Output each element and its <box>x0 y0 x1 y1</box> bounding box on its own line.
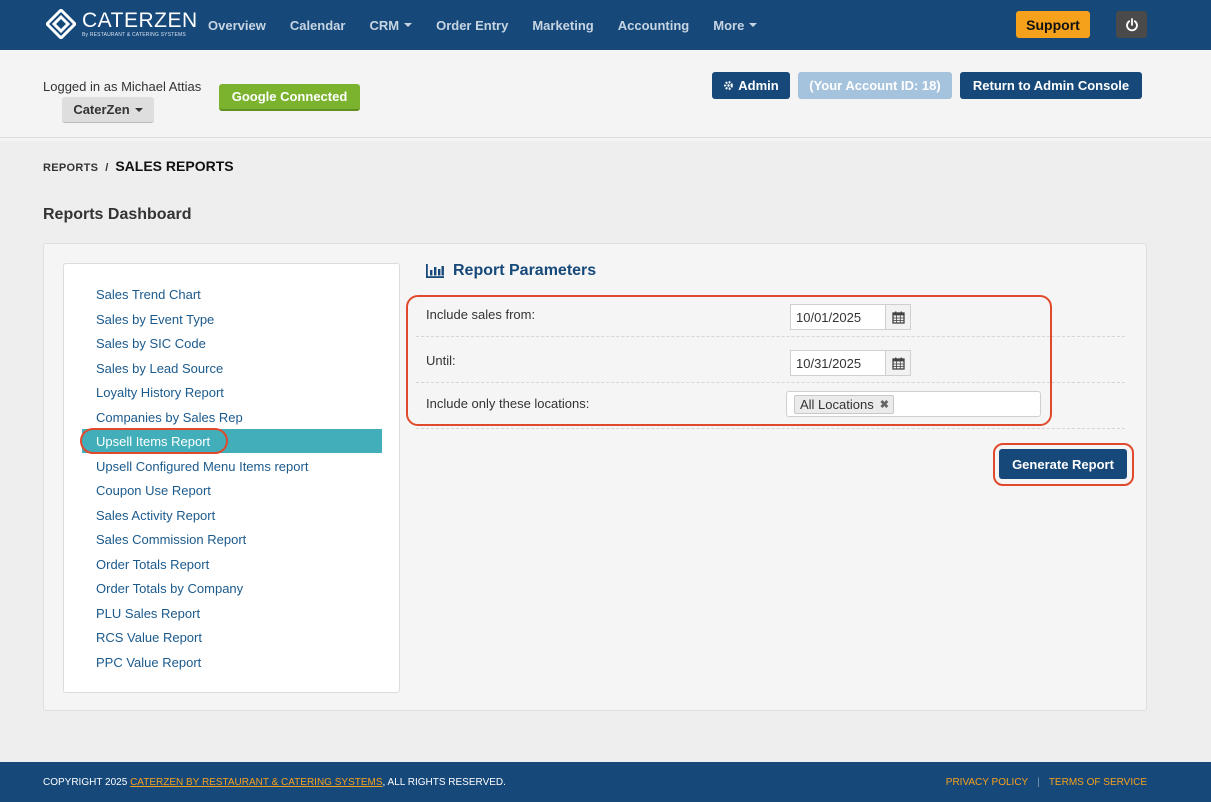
nav-marketing[interactable]: Marketing <box>532 17 594 33</box>
footer: COPYRIGHT 2025 CATERZEN BY RESTAURANT & … <box>0 762 1211 802</box>
breadcrumb-separator: / <box>105 162 109 174</box>
until-date-label: Until: <box>426 353 456 368</box>
report-item-order-totals-by-company[interactable]: Order Totals by Company <box>96 580 244 596</box>
nav-overview[interactable]: Overview <box>208 17 266 33</box>
report-item-companies-by-sales-rep[interactable]: Companies by Sales Rep <box>96 409 243 425</box>
locations-label: Include only these locations: <box>426 396 590 411</box>
from-calendar-button[interactable] <box>886 304 911 330</box>
return-admin-console-button[interactable]: Return to Admin Console <box>960 72 1142 99</box>
admin-button[interactable]: Admin <box>712 72 790 99</box>
breadcrumb: REPORTS / SALES REPORTS <box>43 158 234 174</box>
from-date-picker: 10/01/2025 <box>790 304 911 330</box>
nav-order-entry[interactable]: Order Entry <box>436 17 509 33</box>
breadcrumb-current: SALES REPORTS <box>115 158 234 174</box>
chevron-down-icon <box>749 23 758 27</box>
caterzen-logo[interactable]: CATERZEN By RESTAURANT & CATERING SYSTEM… <box>44 7 198 41</box>
report-item-ppc-value[interactable]: PPC Value Report <box>96 654 202 670</box>
support-button[interactable]: Support <box>1016 11 1090 38</box>
highlight-ring <box>80 428 228 454</box>
report-item-rcs-value[interactable]: RCS Value Report <box>96 629 202 645</box>
logo-diamond-icon <box>44 7 78 41</box>
from-date-label: Include sales from: <box>426 307 536 322</box>
nav-crm[interactable]: CRM <box>357 18 424 33</box>
nav-accounting[interactable]: Accounting <box>617 17 690 33</box>
footer-divider: | <box>1037 777 1040 788</box>
remove-tag-icon[interactable]: ✖ <box>879 399 889 411</box>
company-link[interactable]: CATERZEN BY RESTAURANT & CATERING SYSTEM… <box>130 777 383 788</box>
report-item-plu-sales[interactable]: PLU Sales Report <box>96 605 201 621</box>
copyright-text: COPYRIGHT 2025 CATERZEN BY RESTAURANT & … <box>43 777 506 788</box>
account-header: Logged in as Michael Attias CaterZen Goo… <box>0 50 1211 141</box>
report-item-coupon-use[interactable]: Coupon Use Report <box>96 482 211 498</box>
calendar-icon <box>891 311 905 324</box>
page-title: Reports Dashboard <box>43 206 192 223</box>
report-item-sales-by-sic-code[interactable]: Sales by SIC Code <box>96 335 206 351</box>
report-item-sales-commission[interactable]: Sales Commission Report <box>96 531 247 547</box>
report-item-sales-by-lead-source[interactable]: Sales by Lead Source <box>96 360 224 376</box>
main-nav: Overview Calendar CRM Order Entry Market… <box>196 0 769 50</box>
generate-report-button[interactable]: Generate Report <box>999 449 1127 479</box>
highlight-ring <box>406 295 1052 426</box>
locations-select[interactable]: All Locations ✖ <box>786 391 1041 417</box>
chevron-down-icon <box>404 23 413 27</box>
until-date-input[interactable]: 10/31/2025 <box>790 350 886 376</box>
until-calendar-button[interactable] <box>886 350 911 376</box>
bar-chart-icon <box>426 264 444 278</box>
report-item-sales-trend-chart[interactable]: Sales Trend Chart <box>96 286 201 302</box>
footer-links: PRIVACY POLICY | TERMS OF SERVICE <box>946 777 1147 788</box>
gear-icon <box>724 81 734 90</box>
report-parameters-title: Report Parameters <box>426 262 596 280</box>
report-item-sales-by-event-type[interactable]: Sales by Event Type <box>96 311 215 327</box>
param-row-locations: Include only these locations: All Locati… <box>416 383 1125 429</box>
report-item-sales-activity[interactable]: Sales Activity Report <box>96 507 216 523</box>
power-icon <box>1125 17 1138 31</box>
logged-in-text: Logged in as Michael Attias <box>43 79 202 94</box>
reports-panel: Sales Trend Chart Sales by Event Type Sa… <box>43 243 1147 711</box>
report-item-loyalty-history[interactable]: Loyalty History Report <box>96 384 224 400</box>
param-row-until: Until: 10/31/2025 <box>416 337 1125 383</box>
report-item-order-totals[interactable]: Order Totals Report <box>96 556 210 572</box>
account-id-button[interactable]: (Your Account ID: 18) <box>798 72 952 99</box>
param-row-from: Include sales from: 10/01/2025 <box>416 291 1125 337</box>
logo-subtitle: By RESTAURANT & CATERING SYSTEMS <box>82 32 186 38</box>
highlight-ring <box>993 443 1134 486</box>
nav-calendar[interactable]: Calendar <box>289 17 346 33</box>
terms-of-service-link[interactable]: TERMS OF SERVICE <box>1048 777 1147 788</box>
calendar-icon <box>891 357 905 370</box>
nav-more[interactable]: More <box>701 18 769 33</box>
chevron-down-icon <box>134 107 143 112</box>
account-dropdown[interactable]: CaterZen <box>62 97 154 123</box>
report-item-upsell-configured-menu-items[interactable]: Upsell Configured Menu Items report <box>96 458 309 474</box>
from-date-input[interactable]: 10/01/2025 <box>790 304 886 330</box>
location-tag: All Locations ✖ <box>794 395 894 414</box>
until-date-picker: 10/31/2025 <box>790 350 911 376</box>
google-connected-button[interactable]: Google Connected <box>219 84 360 111</box>
top-navbar: CATERZEN By RESTAURANT & CATERING SYSTEM… <box>0 0 1211 50</box>
privacy-policy-link[interactable]: PRIVACY POLICY <box>945 777 1029 788</box>
logout-button[interactable] <box>1116 11 1147 38</box>
breadcrumb-reports[interactable]: REPORTS <box>43 162 99 174</box>
report-item-upsell-items[interactable]: Upsell Items Report <box>80 428 382 454</box>
report-list: Sales Trend Chart Sales by Event Type Sa… <box>63 263 400 693</box>
logo-title: CATERZEN <box>82 9 198 32</box>
